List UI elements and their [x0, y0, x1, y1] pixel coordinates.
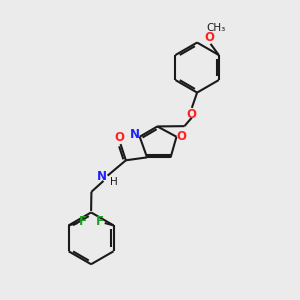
Text: H: H: [110, 177, 118, 187]
Text: O: O: [205, 31, 215, 44]
Text: CH₃: CH₃: [206, 23, 226, 33]
Text: O: O: [114, 131, 124, 144]
Text: N: N: [129, 128, 140, 141]
Text: O: O: [186, 108, 196, 121]
Text: F: F: [95, 215, 104, 228]
Text: F: F: [79, 215, 87, 228]
Text: N: N: [97, 170, 107, 183]
Text: O: O: [177, 130, 187, 143]
